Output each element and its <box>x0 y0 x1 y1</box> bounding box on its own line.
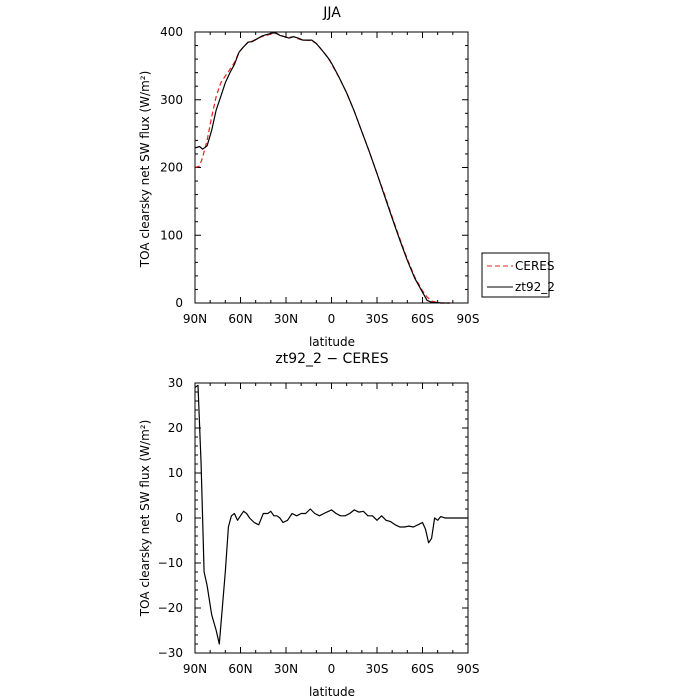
bottom-y-tick-label: 0 <box>175 511 183 525</box>
top-y-tick-label: 200 <box>160 161 183 175</box>
bottom-plot-frame <box>194 382 469 654</box>
top-x-tick-label: 30N <box>274 312 298 326</box>
top-x-tick-label: 60S <box>411 312 434 326</box>
bottom-y-tick-label: −20 <box>158 601 183 615</box>
top-panel: JJA TOA clearsky net SW flux (W/m²) lati… <box>138 5 479 349</box>
legend-label-ceres: CERES <box>515 259 555 273</box>
bottom-y-tick-label: −10 <box>158 556 183 570</box>
bottom-y-tick-label: −30 <box>158 646 183 660</box>
top-series-line-zt92_2 <box>194 32 450 304</box>
top-y-axis-label: TOA clearsky net SW flux (W/m²) <box>138 71 152 269</box>
top-series <box>194 32 450 304</box>
bottom-x-tick-label: 60N <box>228 662 252 676</box>
top-y-tick-label: 0 <box>175 296 183 310</box>
bottom-y-axis-label: TOA clearsky net SW flux (W/m²) <box>138 420 152 618</box>
bottom-x-tick-label: 90N <box>183 662 207 676</box>
top-series-line-CERES <box>194 32 450 304</box>
top-y-tick-label: 300 <box>160 93 183 107</box>
top-y-tick-label: 400 <box>160 25 183 39</box>
bottom-tick-labels: 90N 60N 30N 0 30S 60S 90S −30 −20 −10 0 10 20 30 <box>158 376 480 676</box>
top-x-tick-label: 30S <box>366 312 389 326</box>
top-y-tick-label: 100 <box>160 228 183 242</box>
bottom-x-tick-label: 30N <box>274 662 298 676</box>
bottom-chart-title: zt92_2 − CERES <box>275 351 388 367</box>
top-ticks <box>194 31 469 304</box>
top-x-axis-label: latitude <box>309 335 355 349</box>
top-x-tick-label: 90S <box>457 312 480 326</box>
bottom-y-tick-label: 30 <box>168 376 183 390</box>
bottom-x-tick-label: 0 <box>328 662 336 676</box>
bottom-y-tick-label: 20 <box>168 421 183 435</box>
legend-box <box>481 252 550 298</box>
bottom-series-line-difference <box>194 384 468 645</box>
legend: CERES zt92_2 <box>481 252 555 298</box>
top-x-tick-label: 60N <box>228 312 252 326</box>
bottom-series <box>194 384 468 645</box>
bottom-x-tick-label: 30S <box>366 662 389 676</box>
top-plot-frame <box>194 31 469 304</box>
bottom-x-axis-label: latitude <box>309 685 355 699</box>
top-x-tick-label: 90N <box>183 312 207 326</box>
bottom-x-tick-label: 60S <box>411 662 434 676</box>
bottom-x-tick-label: 90S <box>457 662 480 676</box>
top-x-tick-label: 0 <box>328 312 336 326</box>
top-chart-title: JJA <box>322 5 341 21</box>
bottom-y-tick-label: 10 <box>168 466 183 480</box>
top-tick-labels: 90N 60N 30N 0 30S 60S 90S 0 100 200 300 400 <box>160 25 479 326</box>
legend-label-zt92: zt92_2 <box>515 280 555 294</box>
bottom-panel: zt92_2 − CERES TOA clearsky net SW flux … <box>138 351 479 699</box>
